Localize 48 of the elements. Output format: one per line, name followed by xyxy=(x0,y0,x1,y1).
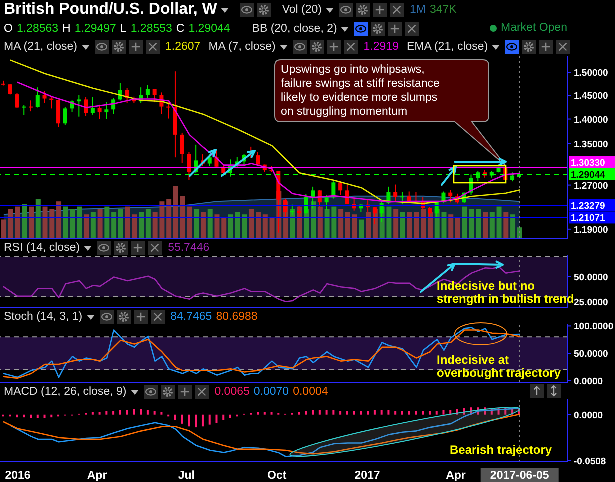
y-tick-label: 100.0000 xyxy=(574,322,614,333)
text: Stoch (14, 3, 1) xyxy=(4,311,83,323)
text: 347K xyxy=(430,4,457,16)
ref-line-label: 1.30330 xyxy=(571,158,606,169)
y-tick-label: 1.40000 xyxy=(574,114,608,126)
text: 55.7446 xyxy=(168,242,210,254)
ref-line-label: 1.23279 xyxy=(571,200,606,212)
text: MA (7, close) xyxy=(208,41,276,53)
x-tick-label: Jul xyxy=(178,470,196,482)
y-tick-label: 1.19000 xyxy=(574,224,608,236)
y-tick-label: -0.0508 xyxy=(574,456,606,468)
annotation: Indecisive at overbought trajectory xyxy=(437,353,562,380)
annotation: Upswings go into whipsaws, failure swings at stiff resistance likely to evidence more slumps on struggling momentum xyxy=(281,64,440,118)
text: 1.2607 xyxy=(166,41,201,53)
y-tick-label: 1.50000 xyxy=(574,68,608,80)
text: 84.7465 xyxy=(170,311,212,323)
x-tick-label: Oct xyxy=(268,470,287,482)
text: 0.0070 xyxy=(254,386,290,398)
text: Market Open xyxy=(501,22,568,34)
y-tick-label: 50.0000 xyxy=(574,349,608,360)
x-tick-label: 2017-06-05 xyxy=(490,470,550,482)
x-tick-label: 2016 xyxy=(5,470,31,482)
text: 1.2919 xyxy=(364,41,399,53)
y-tick-label: 25.0000 xyxy=(574,298,608,308)
text: BB (20, close, 2) xyxy=(252,23,338,35)
series-label: 0.0065 xyxy=(214,386,250,398)
text: O 1.28563 H 1.29497 L 1.28553 C 1.29044 xyxy=(4,23,230,35)
text: 1M xyxy=(410,4,426,16)
y-tick-label: 1.27000 xyxy=(574,180,608,192)
text: 80.6988 xyxy=(216,311,258,323)
x-tick-label: Apr xyxy=(446,470,466,482)
annotation: Bearish trajectory xyxy=(450,443,552,457)
ref-line-label: 1.21071 xyxy=(571,213,606,224)
text: MACD (12, 26, close, 9) xyxy=(4,386,127,398)
text: Vol (20) xyxy=(282,4,322,16)
y-tick-label: 50.0000 xyxy=(574,272,608,284)
y-tick-label: 1.35000 xyxy=(574,139,608,150)
text: 0.0004 xyxy=(293,386,328,398)
text: MA (21, close) xyxy=(4,41,78,53)
text: RSI (14, close) xyxy=(4,242,80,254)
chart-title: British Pound/U.S. Dollar, W xyxy=(4,1,218,19)
y-tick-label: 1.45000 xyxy=(574,90,608,102)
y-tick-label: 0.0000 xyxy=(574,410,604,422)
x-tick-label: Apr xyxy=(87,470,108,482)
text: EMA (21, close) xyxy=(406,41,488,53)
y-tick-label: 0.0000 xyxy=(574,376,604,388)
x-tick-label: 2017 xyxy=(354,470,380,482)
ref-line-label: 1.29044 xyxy=(571,170,606,181)
